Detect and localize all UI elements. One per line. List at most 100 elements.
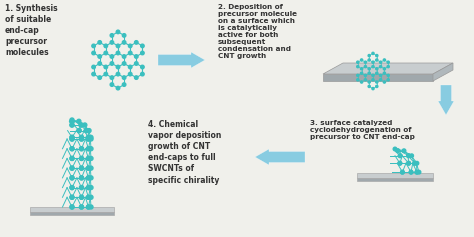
Circle shape — [80, 147, 83, 151]
Circle shape — [89, 147, 93, 151]
Circle shape — [376, 85, 378, 87]
Circle shape — [92, 44, 95, 48]
Circle shape — [77, 129, 81, 132]
Circle shape — [79, 123, 83, 127]
Circle shape — [409, 170, 413, 174]
Circle shape — [70, 118, 74, 122]
Circle shape — [98, 41, 101, 44]
Circle shape — [383, 59, 385, 61]
Circle shape — [70, 166, 74, 170]
Circle shape — [357, 65, 359, 68]
Circle shape — [141, 51, 144, 55]
Circle shape — [380, 65, 382, 68]
Polygon shape — [438, 85, 454, 115]
Circle shape — [122, 34, 126, 37]
Circle shape — [372, 65, 374, 68]
Circle shape — [89, 205, 93, 209]
Circle shape — [86, 135, 91, 139]
Circle shape — [361, 72, 363, 74]
Text: 4. Chemical
vapor deposition
growth of CNT
end-caps to full
SWCNTs of
specific c: 4. Chemical vapor deposition growth of C… — [148, 120, 221, 184]
Circle shape — [407, 161, 410, 165]
Circle shape — [98, 62, 101, 65]
Circle shape — [361, 68, 363, 70]
Circle shape — [116, 30, 120, 34]
Circle shape — [84, 129, 88, 132]
Circle shape — [372, 79, 374, 81]
Circle shape — [135, 62, 138, 65]
Circle shape — [122, 76, 126, 79]
Circle shape — [407, 154, 410, 158]
Circle shape — [80, 186, 83, 190]
Circle shape — [86, 176, 91, 180]
Circle shape — [80, 166, 83, 170]
Polygon shape — [357, 173, 433, 178]
Circle shape — [396, 149, 400, 153]
Circle shape — [77, 129, 81, 132]
Circle shape — [368, 68, 370, 70]
Circle shape — [89, 135, 93, 139]
Circle shape — [70, 147, 74, 151]
Circle shape — [128, 72, 132, 76]
Circle shape — [70, 186, 74, 190]
Circle shape — [396, 149, 400, 153]
Circle shape — [409, 170, 413, 174]
Circle shape — [89, 186, 93, 190]
Circle shape — [80, 166, 83, 170]
Circle shape — [89, 156, 93, 160]
Circle shape — [383, 81, 385, 83]
Circle shape — [80, 205, 83, 209]
Circle shape — [398, 161, 401, 165]
Circle shape — [368, 55, 370, 57]
Circle shape — [70, 156, 74, 160]
Circle shape — [413, 161, 417, 165]
Text: 2. Deposition of
precursor molecule
on a surface which
is catalytically
active f: 2. Deposition of precursor molecule on a… — [218, 4, 297, 59]
Circle shape — [86, 166, 91, 170]
Circle shape — [70, 137, 74, 141]
Circle shape — [398, 154, 402, 158]
Text: 1. Synthesis
of suitable
end-cap
precursor
molecules: 1. Synthesis of suitable end-cap precurs… — [5, 4, 58, 57]
Circle shape — [368, 85, 370, 87]
Circle shape — [122, 55, 126, 58]
Circle shape — [415, 170, 419, 174]
Polygon shape — [323, 63, 453, 74]
Text: 3. surface catalyzed
cyclodehydrogenation of
precursor to CNT end-cap: 3. surface catalyzed cyclodehydrogenatio… — [310, 120, 415, 140]
Circle shape — [70, 156, 74, 160]
Circle shape — [372, 52, 374, 55]
Circle shape — [86, 186, 91, 190]
Circle shape — [393, 147, 397, 151]
Circle shape — [70, 205, 74, 209]
Circle shape — [110, 41, 114, 44]
Polygon shape — [433, 63, 453, 81]
Circle shape — [83, 123, 87, 127]
Circle shape — [98, 55, 101, 58]
Circle shape — [122, 41, 126, 44]
Circle shape — [116, 51, 120, 55]
Circle shape — [87, 129, 91, 132]
Circle shape — [70, 119, 74, 123]
Circle shape — [387, 79, 389, 81]
Circle shape — [372, 87, 374, 90]
Circle shape — [86, 186, 91, 190]
Circle shape — [70, 123, 74, 127]
Circle shape — [70, 176, 74, 180]
Circle shape — [86, 205, 91, 209]
Circle shape — [116, 44, 120, 48]
Circle shape — [380, 79, 382, 81]
Circle shape — [70, 176, 74, 180]
Circle shape — [70, 147, 74, 151]
Circle shape — [79, 123, 83, 127]
Polygon shape — [255, 149, 305, 165]
Circle shape — [80, 186, 83, 190]
Polygon shape — [323, 74, 433, 81]
Circle shape — [86, 166, 91, 170]
Circle shape — [376, 59, 378, 61]
Circle shape — [361, 81, 363, 83]
Circle shape — [70, 119, 74, 123]
Circle shape — [417, 170, 421, 174]
Circle shape — [141, 44, 144, 48]
Circle shape — [92, 72, 95, 76]
Circle shape — [398, 161, 401, 165]
Circle shape — [122, 62, 126, 65]
Circle shape — [80, 137, 83, 141]
Polygon shape — [357, 178, 433, 181]
